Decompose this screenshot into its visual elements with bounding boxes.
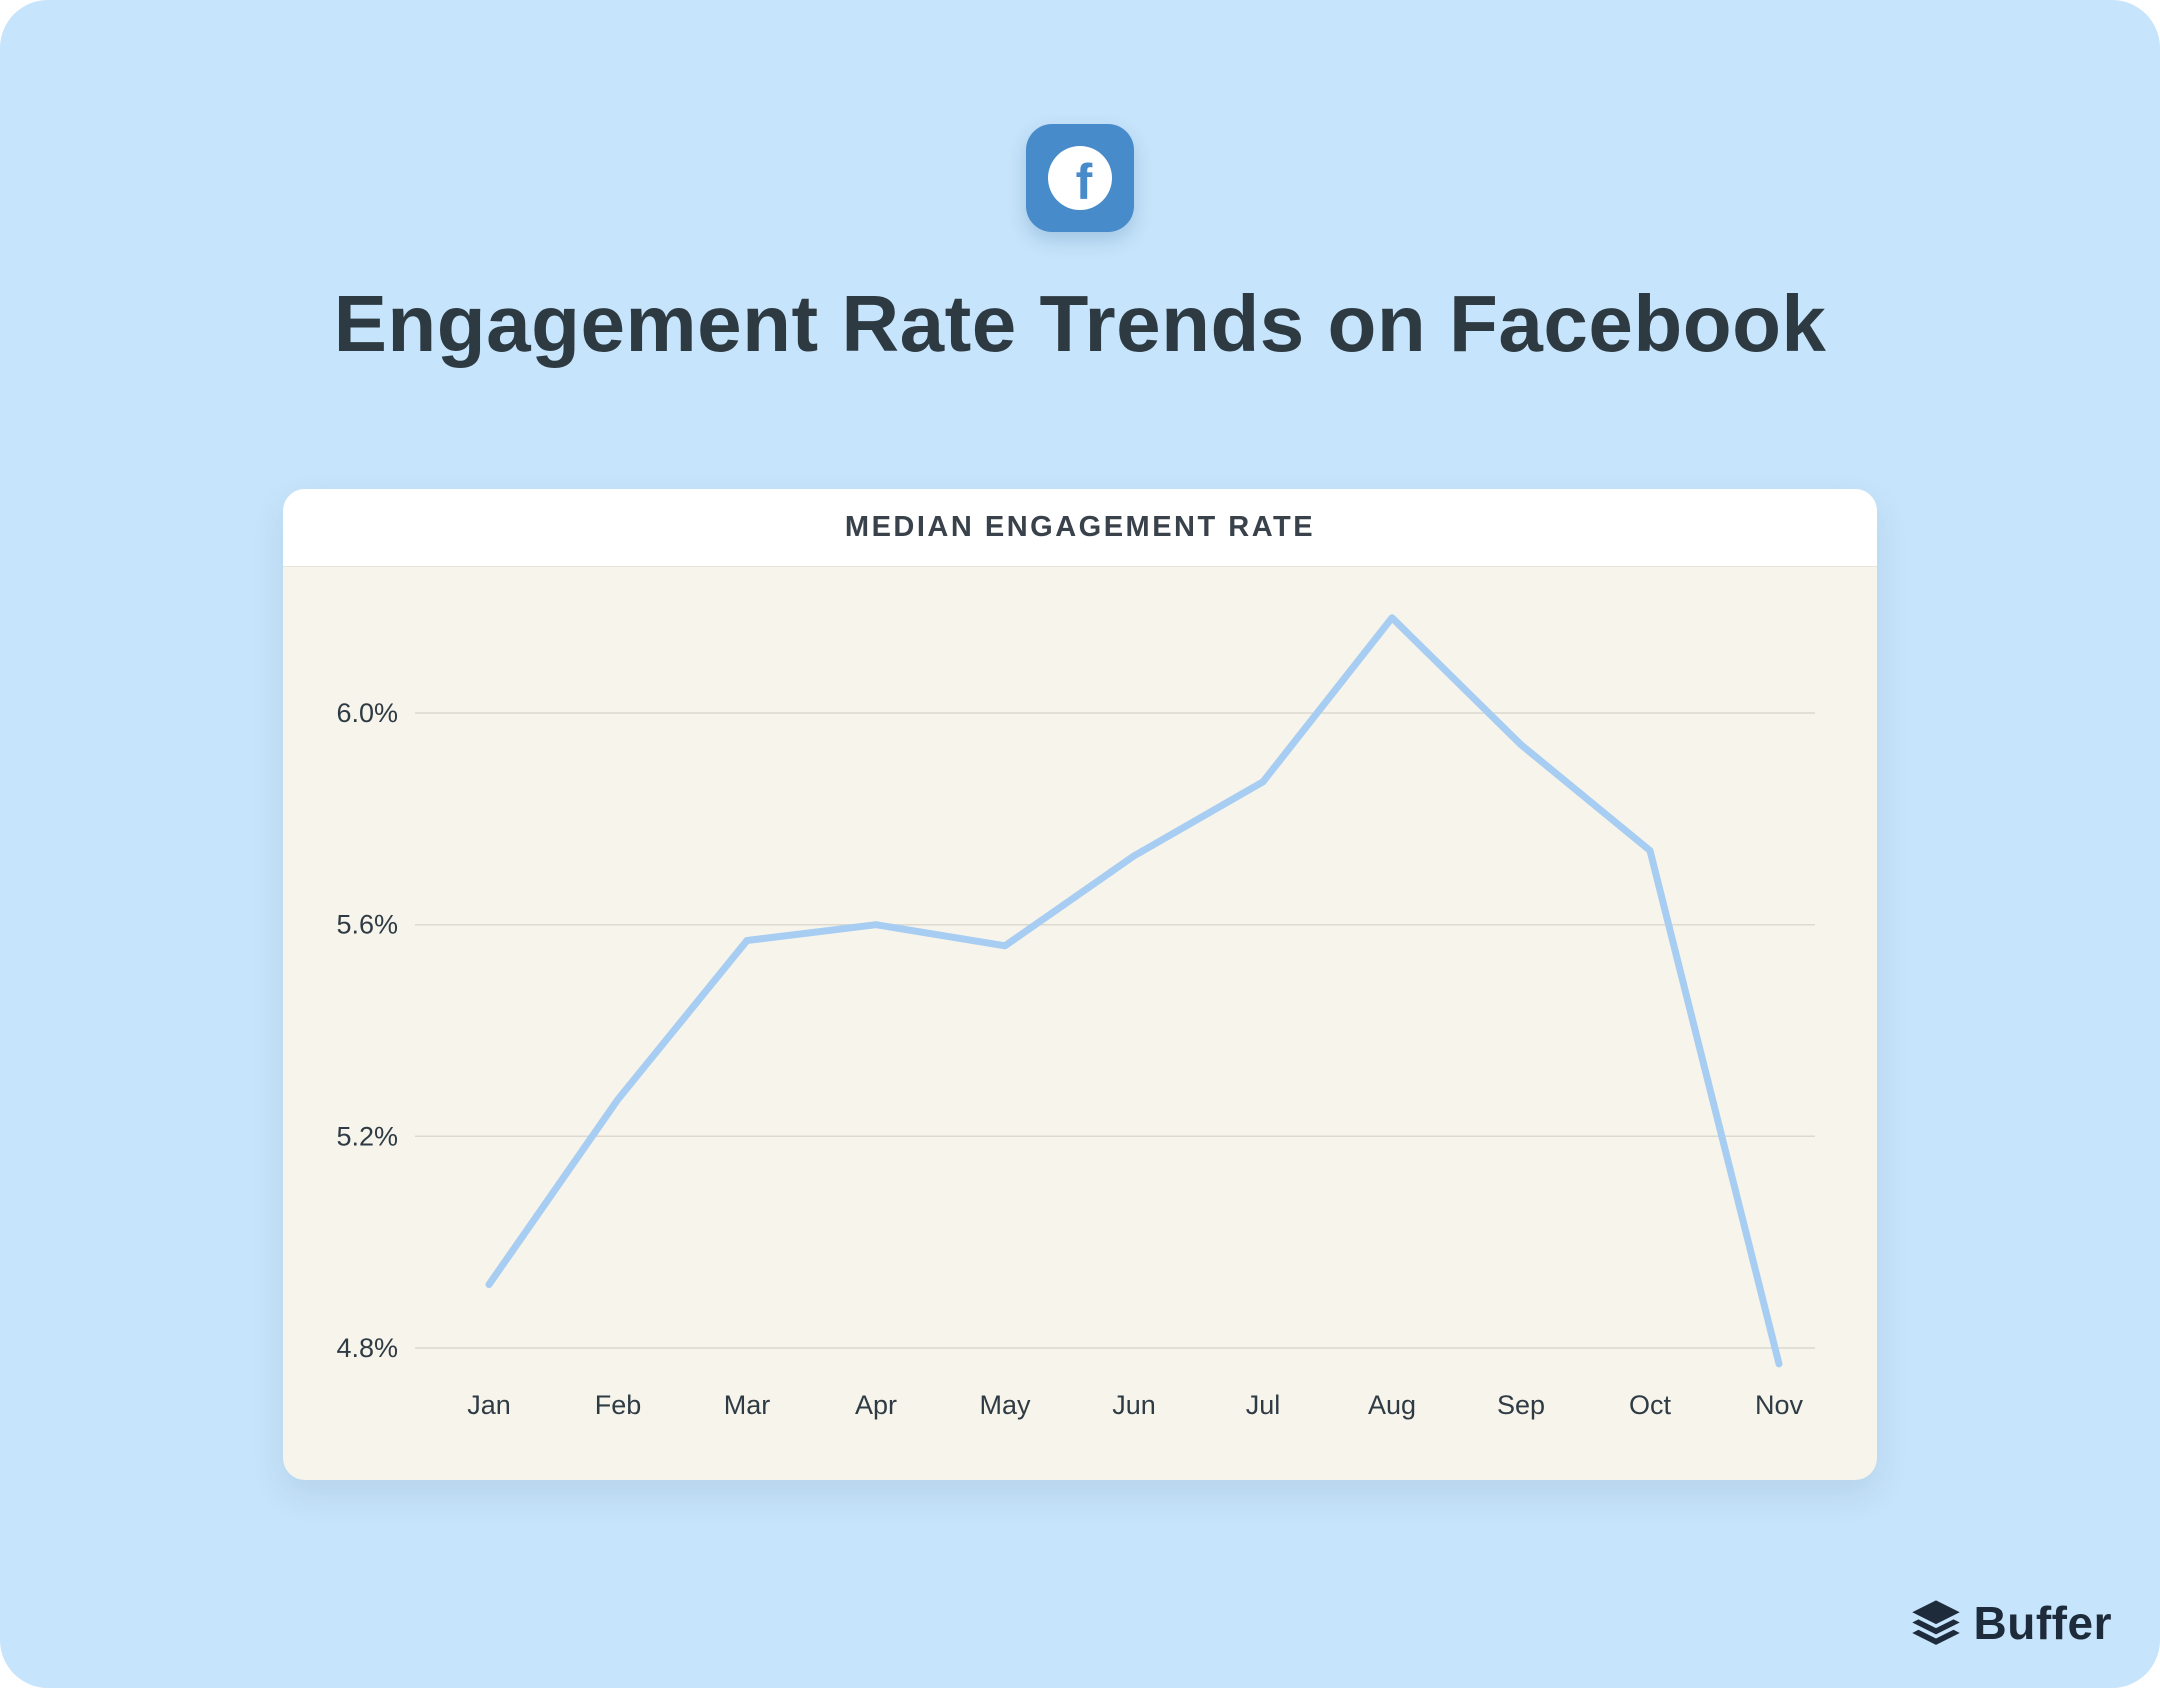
svg-text:Feb: Feb (595, 1390, 642, 1420)
svg-text:5.2%: 5.2% (336, 1121, 398, 1151)
svg-text:Oct: Oct (1629, 1390, 1672, 1420)
svg-text:Jun: Jun (1112, 1390, 1156, 1420)
svg-text:Nov: Nov (1755, 1390, 1804, 1420)
svg-text:Sep: Sep (1497, 1390, 1545, 1420)
facebook-f-glyph: f (1075, 154, 1093, 210)
page-title: Engagement Rate Trends on Facebook (333, 279, 1827, 368)
svg-text:Mar: Mar (724, 1390, 771, 1420)
svg-text:6.0%: 6.0% (336, 698, 398, 728)
svg-text:Jul: Jul (1246, 1390, 1281, 1420)
svg-text:May: May (979, 1390, 1031, 1420)
buffer-logo: Buffer (1910, 1596, 2112, 1650)
svg-text:Jan: Jan (467, 1390, 511, 1420)
chart-card-title: MEDIAN ENGAGEMENT RATE (844, 511, 1316, 543)
buffer-wordmark: Buffer (1973, 1597, 2112, 1649)
chart-card-header: MEDIAN ENGAGEMENT RATE (283, 489, 1877, 567)
buffer-layers-icon (1911, 1600, 1960, 1645)
facebook-icon: f (1026, 124, 1134, 232)
svg-text:4.8%: 4.8% (336, 1333, 398, 1363)
facebook-icon-circle: f (1048, 146, 1112, 210)
engagement-chart-card: MEDIAN ENGAGEMENT RATE 6.0% 5.6% 5.2% 4.8% J… (283, 489, 1877, 1480)
svg-text:Aug: Aug (1368, 1390, 1416, 1420)
svg-text:Apr: Apr (855, 1390, 897, 1420)
engagement-line-chart: 6.0% 5.6% 5.2% 4.8% Jan Feb Mar Apr May Jun Jul Aug… (336, 614, 1815, 1420)
svg-text:5.6%: 5.6% (336, 910, 398, 940)
